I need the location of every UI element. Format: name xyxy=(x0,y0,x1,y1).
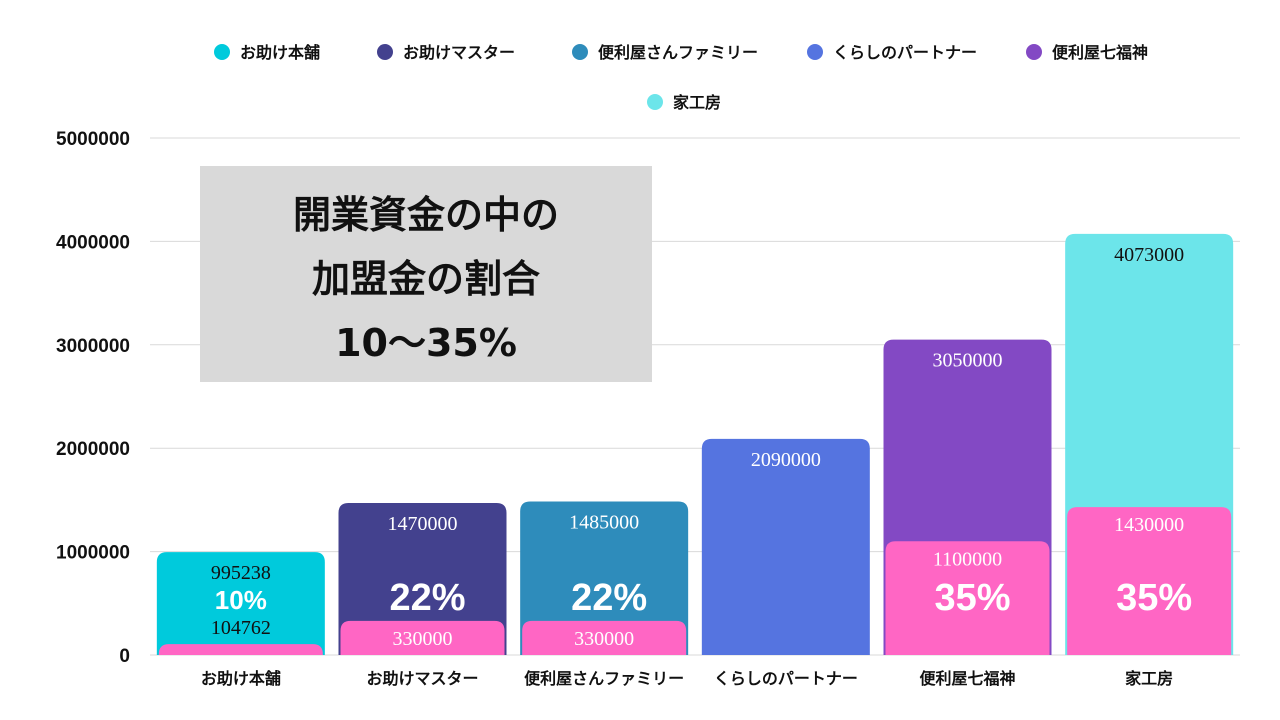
bar-group: 2090000 xyxy=(701,438,870,655)
legend-swatch xyxy=(214,44,230,60)
bar-total xyxy=(520,501,689,655)
percent-label: 10% xyxy=(215,585,267,615)
legend-item: くらしのパートナー xyxy=(807,43,977,62)
annotation-line-3: 10〜35% xyxy=(335,321,517,365)
bar-group: 1485000 330000 22% xyxy=(520,501,689,655)
bar-fee xyxy=(885,541,1050,655)
legend-label: 便利屋七福神 xyxy=(1052,43,1148,62)
bar-fee xyxy=(522,620,687,655)
legend-swatch xyxy=(647,94,663,110)
legend-swatch xyxy=(572,44,588,60)
data-label-fee: 1100000 xyxy=(933,548,1002,570)
legend-label: お助け本舗 xyxy=(240,43,320,62)
legend-item: 便利屋さんファミリー xyxy=(572,43,758,62)
x-category-label: 便利屋七福神 xyxy=(919,669,1015,688)
bar-total xyxy=(701,438,870,655)
percent-label: 35% xyxy=(1116,577,1192,619)
x-axis: お助け本舗 お助けマスター 便利屋さんファミリー くらしのパートナー 便利屋七福神 家工房 xyxy=(201,669,1173,688)
data-label-total: 2090000 xyxy=(751,449,821,471)
legend-swatch xyxy=(377,44,393,60)
legend-swatch xyxy=(1026,44,1042,60)
y-tick-label: 3000000 xyxy=(56,336,130,357)
bar-fee xyxy=(340,620,505,655)
data-label-fee: 104762 xyxy=(211,617,271,639)
legend-label: 便利屋さんファミリー xyxy=(598,43,758,62)
percent-label: 22% xyxy=(389,577,465,619)
data-label-fee: 330000 xyxy=(393,628,453,650)
legend-item: 便利屋七福神 xyxy=(1026,43,1148,62)
data-label-fee: 330000 xyxy=(574,628,634,650)
legend-label: 家工房 xyxy=(673,93,721,112)
data-label-total: 3050000 xyxy=(933,350,1003,372)
legend-item: お助けマスター xyxy=(377,43,515,62)
data-label-total: 4073000 xyxy=(1114,244,1184,266)
annotation-line-1: 開業資金の中の xyxy=(293,193,559,237)
x-category-label: 便利屋さんファミリー xyxy=(524,669,684,688)
bar-group: 4073000 1430000 35% xyxy=(1065,233,1234,655)
bar-group: 3050000 1100000 35% xyxy=(883,339,1052,655)
legend-label: くらしのパートナー xyxy=(833,43,977,62)
data-label-total: 1470000 xyxy=(388,513,458,535)
y-tick-label: 2000000 xyxy=(56,439,130,460)
bar-total xyxy=(156,552,325,655)
y-axis: 0 1000000 2000000 3000000 4000000 5000000 xyxy=(56,129,130,667)
annotation-box: 開業資金の中の 加盟金の割合 10〜35% xyxy=(200,166,652,382)
bar-total xyxy=(338,503,507,655)
y-tick-label: 1000000 xyxy=(56,543,130,564)
legend-swatch xyxy=(807,44,823,60)
percent-label: 35% xyxy=(934,577,1010,619)
annotation-line-2: 加盟金の割合 xyxy=(312,257,540,301)
bar-fee xyxy=(1067,507,1232,655)
y-tick-label: 5000000 xyxy=(56,129,130,150)
legend-label: お助けマスター xyxy=(403,43,515,62)
legend-item: お助け本舗 xyxy=(214,43,320,62)
x-category-label: くらしのパートナー xyxy=(714,669,858,688)
x-category-label: お助けマスター xyxy=(366,669,478,688)
y-tick-label: 0 xyxy=(119,646,130,667)
y-tick-label: 4000000 xyxy=(56,232,130,253)
percent-label: 22% xyxy=(571,577,647,619)
data-label-total: 995238 xyxy=(211,562,271,584)
bar-group: 1470000 330000 22% xyxy=(338,503,507,655)
bar-fee xyxy=(158,644,323,655)
x-category-label: 家工房 xyxy=(1125,669,1173,688)
data-label-total: 1485000 xyxy=(569,511,639,533)
annotation-background xyxy=(200,166,652,382)
legend-item: 家工房 xyxy=(647,93,721,112)
data-label-fee: 1430000 xyxy=(1114,514,1184,536)
x-category-label: お助け本舗 xyxy=(201,669,281,688)
